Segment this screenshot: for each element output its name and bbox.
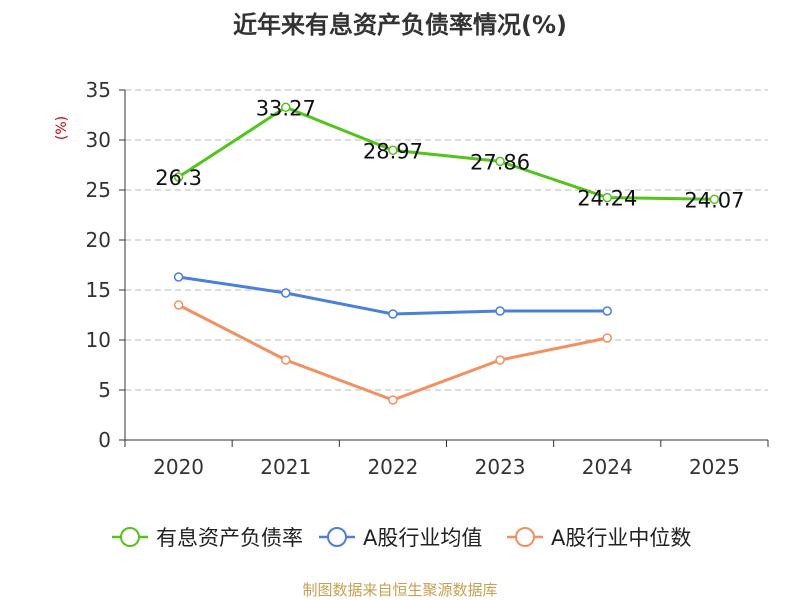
x-tick-label: 2021 bbox=[260, 455, 311, 479]
legend-label: 有息资产负债率 bbox=[156, 526, 303, 550]
data-point bbox=[281, 288, 291, 298]
data-point bbox=[173, 300, 184, 310]
data-point bbox=[602, 306, 612, 316]
legend: 有息资产负债率 A股行业均值 A股行业中位数 bbox=[112, 526, 691, 550]
data-labels: 26.3 33.27 28.97 27.86 24.24 24.07 bbox=[155, 96, 744, 212]
data-point bbox=[173, 172, 184, 182]
data-point bbox=[602, 333, 612, 343]
series-1 bbox=[173, 272, 612, 319]
data-point bbox=[709, 194, 720, 205]
data-point bbox=[173, 272, 184, 282]
data-point bbox=[388, 395, 398, 405]
legend-item-0: 有息资产负债率 bbox=[112, 526, 303, 550]
data-point bbox=[388, 309, 398, 319]
x-tick-label: 2024 bbox=[582, 455, 633, 479]
y-tick-label: 10 bbox=[86, 328, 111, 352]
legend-item-1: A股行业均值 bbox=[319, 526, 482, 550]
y-tick-label: 25 bbox=[86, 178, 111, 202]
y-tick-label: 35 bbox=[86, 78, 111, 102]
legend-marker bbox=[327, 527, 347, 547]
y-axis-label: (%) bbox=[54, 116, 70, 140]
data-label: 33.27 bbox=[256, 96, 316, 120]
legend-marker bbox=[515, 527, 535, 547]
legend-label: A股行业中位数 bbox=[551, 526, 691, 550]
chart-title: 近年来有息资产负债率情况(%) bbox=[233, 11, 567, 39]
data-point bbox=[281, 102, 291, 113]
legend-marker bbox=[120, 527, 140, 547]
series-2 bbox=[173, 300, 612, 405]
data-label: 28.97 bbox=[363, 139, 423, 163]
legend-item-2: A股行业中位数 bbox=[507, 526, 691, 550]
x-tick-label: 2025 bbox=[689, 455, 740, 479]
data-label: 27.86 bbox=[470, 150, 530, 174]
y-tick-label: 5 bbox=[98, 378, 111, 402]
data-label: 26.3 bbox=[155, 166, 202, 190]
data-label: 24.24 bbox=[577, 187, 637, 211]
y-tick-label: 20 bbox=[86, 228, 111, 252]
data-point bbox=[388, 145, 398, 156]
y-tick-label: 30 bbox=[86, 128, 111, 152]
legend-label: A股行业均值 bbox=[363, 526, 482, 550]
grid-lines bbox=[125, 89, 768, 391]
data-point bbox=[495, 156, 505, 167]
series-line bbox=[177, 303, 608, 402]
y-tick-label: 0 bbox=[98, 428, 111, 452]
data-point bbox=[495, 306, 505, 316]
x-tick-label: 2020 bbox=[153, 455, 204, 479]
source-note: 制图数据来自恒生聚源数据库 bbox=[302, 581, 497, 599]
data-point bbox=[281, 355, 291, 365]
x-tick-label: 2023 bbox=[475, 455, 526, 479]
series-0 bbox=[173, 102, 720, 205]
series-line bbox=[178, 275, 608, 316]
data-label: 24.07 bbox=[684, 188, 744, 212]
data-point bbox=[602, 192, 612, 203]
series-line bbox=[177, 105, 715, 201]
x-tick-label: 2022 bbox=[367, 455, 418, 479]
y-tick-label: 15 bbox=[86, 278, 111, 302]
series-group bbox=[173, 102, 720, 405]
data-point bbox=[495, 355, 505, 365]
